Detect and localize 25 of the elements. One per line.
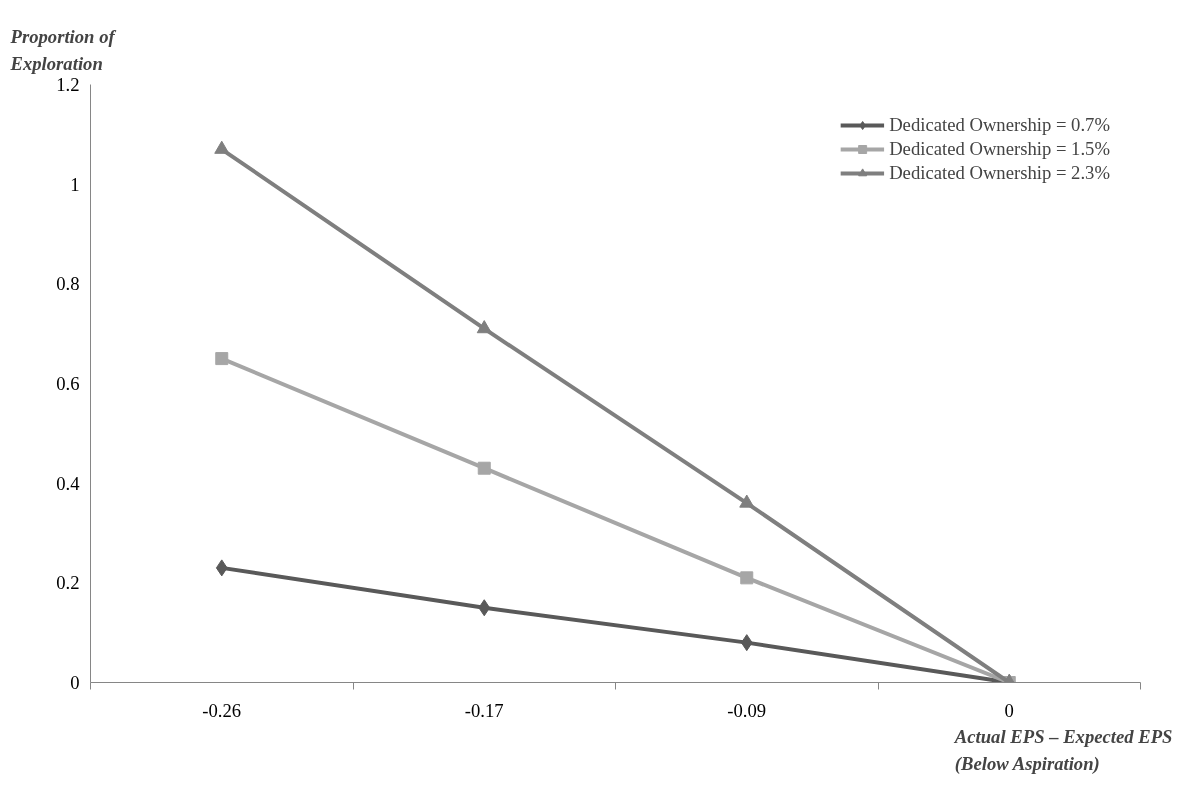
y-tick-label: 0.4 bbox=[56, 472, 81, 494]
y-tick-label: 0.2 bbox=[56, 572, 80, 594]
point bbox=[215, 352, 229, 366]
y-tick-label: 0.8 bbox=[56, 273, 80, 295]
y-tick-label: 1 bbox=[70, 173, 80, 195]
x-tick-label: -0.09 bbox=[727, 699, 767, 721]
x-axis-title: Actual EPS – Expected EPS (Below Aspiration) bbox=[953, 726, 1173, 776]
point bbox=[214, 140, 230, 154]
y-axis-title: Proportion of Exploration bbox=[9, 26, 117, 75]
x-tick-label: -0.26 bbox=[202, 699, 242, 721]
y-tick-label: 0.6 bbox=[56, 373, 80, 394]
legend-label: Dedicated Ownership = 2.3% bbox=[889, 162, 1110, 184]
x-tick-label: -0.17 bbox=[464, 699, 504, 721]
point bbox=[740, 634, 753, 652]
legend-label: Dedicated Ownership = 0.7% bbox=[889, 114, 1110, 136]
y-tick-label: 0 bbox=[70, 672, 80, 693]
legend-label: Dedicated Ownership = 1.5% bbox=[889, 138, 1110, 160]
point bbox=[740, 571, 754, 585]
point bbox=[477, 461, 491, 475]
x-tick-label: 0 bbox=[1004, 699, 1014, 721]
y-tick-label: 1.2 bbox=[56, 74, 80, 95]
point bbox=[478, 599, 491, 617]
point bbox=[215, 559, 228, 577]
point bbox=[739, 494, 755, 508]
point bbox=[476, 320, 492, 334]
